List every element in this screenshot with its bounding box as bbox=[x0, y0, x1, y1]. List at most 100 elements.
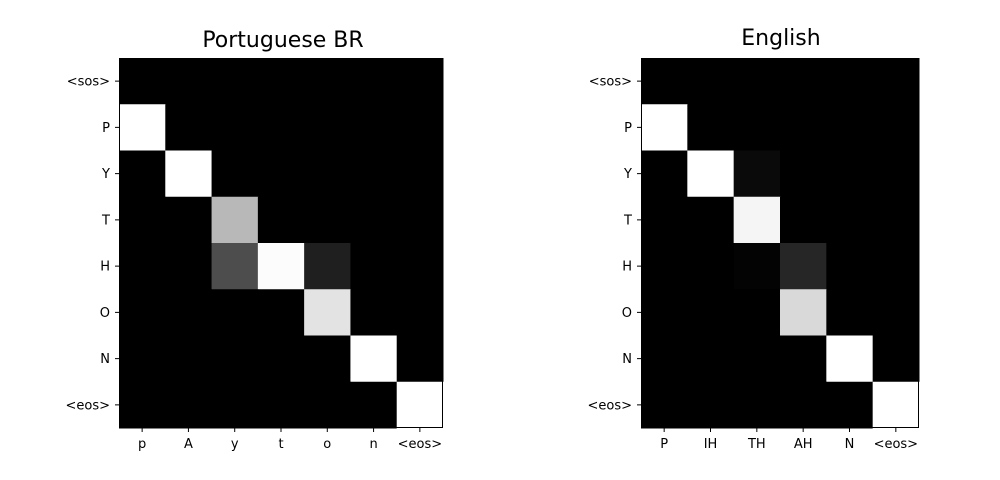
heatmap-cell bbox=[350, 289, 398, 336]
heatmap-cell bbox=[826, 335, 874, 383]
heatmap-cell bbox=[165, 104, 213, 151]
heatmap-cell bbox=[211, 335, 259, 383]
heatmap-cell bbox=[257, 243, 305, 290]
heatmap-cell bbox=[257, 104, 305, 151]
heatmap-cell bbox=[687, 335, 735, 383]
heatmap-cell bbox=[396, 150, 444, 198]
heatmap-cell bbox=[687, 150, 735, 198]
heatmap-cell bbox=[396, 58, 444, 105]
heatmap-cell bbox=[687, 58, 735, 105]
heatmap-cell bbox=[641, 289, 688, 336]
heatmap-cell bbox=[641, 335, 688, 383]
x-tick-label: y bbox=[231, 437, 239, 452]
heatmap-cell bbox=[687, 381, 735, 429]
heatmap-cell bbox=[304, 104, 351, 151]
y-tick-label: N bbox=[100, 352, 110, 367]
y-tick-label: T bbox=[623, 213, 632, 228]
heatmap-cell bbox=[641, 150, 688, 198]
heatmap-cell bbox=[780, 289, 827, 336]
heatmap-cell bbox=[304, 335, 351, 383]
heatmap-cell bbox=[780, 335, 827, 383]
heatmap-cell bbox=[872, 381, 920, 429]
x-tick-label: AH bbox=[794, 437, 813, 452]
heatmap-cell bbox=[872, 243, 920, 290]
x-tick-label: t bbox=[278, 437, 283, 452]
heatmap-cell bbox=[165, 335, 213, 383]
heatmap-cell bbox=[780, 104, 827, 151]
heatmap-cell bbox=[733, 150, 781, 198]
heatmap-cell bbox=[826, 196, 874, 244]
y-tick-label: O bbox=[100, 306, 110, 321]
x-axis: P IH TH AH N <eos> bbox=[660, 428, 918, 452]
heatmap-cell bbox=[733, 104, 781, 151]
heatmap-cell bbox=[641, 196, 688, 244]
heatmap-cell bbox=[211, 289, 259, 336]
heatmap-cell bbox=[211, 150, 259, 198]
y-tick-label: O bbox=[622, 306, 632, 321]
heatmap-cell bbox=[826, 58, 874, 105]
y-tick-label: P bbox=[624, 121, 632, 136]
y-tick-label: <sos> bbox=[67, 75, 110, 90]
heatmap-cell bbox=[641, 381, 688, 429]
heatmap-cell bbox=[350, 104, 398, 151]
heatmap-cell bbox=[257, 289, 305, 336]
chart-title: English bbox=[741, 26, 820, 51]
heatmap-cell bbox=[165, 381, 213, 429]
y-axis: <sos> P Y T H O N <eos> bbox=[587, 75, 641, 413]
heatmap-cell bbox=[304, 150, 351, 198]
heatmap-cell bbox=[119, 289, 166, 336]
heatmap-cell bbox=[119, 58, 166, 105]
heatmap-cell bbox=[872, 335, 920, 383]
heatmap-cell bbox=[396, 381, 444, 429]
y-tick-label: <eos> bbox=[587, 398, 632, 413]
heatmap-cell bbox=[165, 58, 213, 105]
heatmap-cell bbox=[211, 243, 259, 290]
heatmap-cell bbox=[165, 196, 213, 244]
heatmap-cell bbox=[780, 150, 827, 198]
x-tick-label: A bbox=[184, 437, 193, 452]
heatmap-cell bbox=[826, 243, 874, 290]
heatmap-cell bbox=[780, 58, 827, 105]
heatmap-cell bbox=[304, 196, 351, 244]
heatmap-cell bbox=[257, 58, 305, 105]
x-tick-label: n bbox=[369, 437, 377, 452]
heatmap-cell bbox=[872, 58, 920, 105]
heatmap-cell bbox=[350, 196, 398, 244]
x-tick-label: <eos> bbox=[398, 437, 443, 452]
heatmap-cell bbox=[304, 289, 351, 336]
heatmap-cell bbox=[257, 381, 305, 429]
heatmap-cell bbox=[687, 243, 735, 290]
heatmap-cell bbox=[641, 58, 688, 105]
y-tick-label: P bbox=[102, 121, 110, 136]
heatmap-cells bbox=[641, 58, 920, 429]
x-tick-label: p bbox=[138, 437, 146, 452]
heatmap-cell bbox=[826, 381, 874, 429]
heatmap-cell bbox=[350, 381, 398, 429]
y-tick-label: <eos> bbox=[65, 398, 110, 413]
heatmap-cell bbox=[687, 196, 735, 244]
chart-title: Portuguese BR bbox=[202, 28, 363, 53]
heatmap-cell bbox=[780, 196, 827, 244]
heatmap-cell bbox=[119, 243, 166, 290]
heatmap-cell bbox=[733, 243, 781, 290]
heatmap-cell bbox=[780, 381, 827, 429]
heatmap-cell bbox=[396, 289, 444, 336]
y-tick-label: H bbox=[100, 260, 110, 275]
heatmap-cells bbox=[119, 58, 444, 429]
x-tick-label: N bbox=[845, 437, 855, 452]
heatmap-cell bbox=[350, 150, 398, 198]
heatmap-cell bbox=[257, 335, 305, 383]
x-tick-label: TH bbox=[747, 437, 766, 452]
heatmap-cell bbox=[165, 150, 213, 198]
heatmap-cell bbox=[826, 150, 874, 198]
heatmap-cell bbox=[211, 196, 259, 244]
heatmap-cell bbox=[211, 58, 259, 105]
heatmap-cell bbox=[119, 196, 166, 244]
heatmap-cell bbox=[165, 243, 213, 290]
x-tick-label: IH bbox=[704, 437, 718, 452]
heatmap-cell bbox=[350, 335, 398, 383]
x-tick-label: o bbox=[323, 437, 331, 452]
